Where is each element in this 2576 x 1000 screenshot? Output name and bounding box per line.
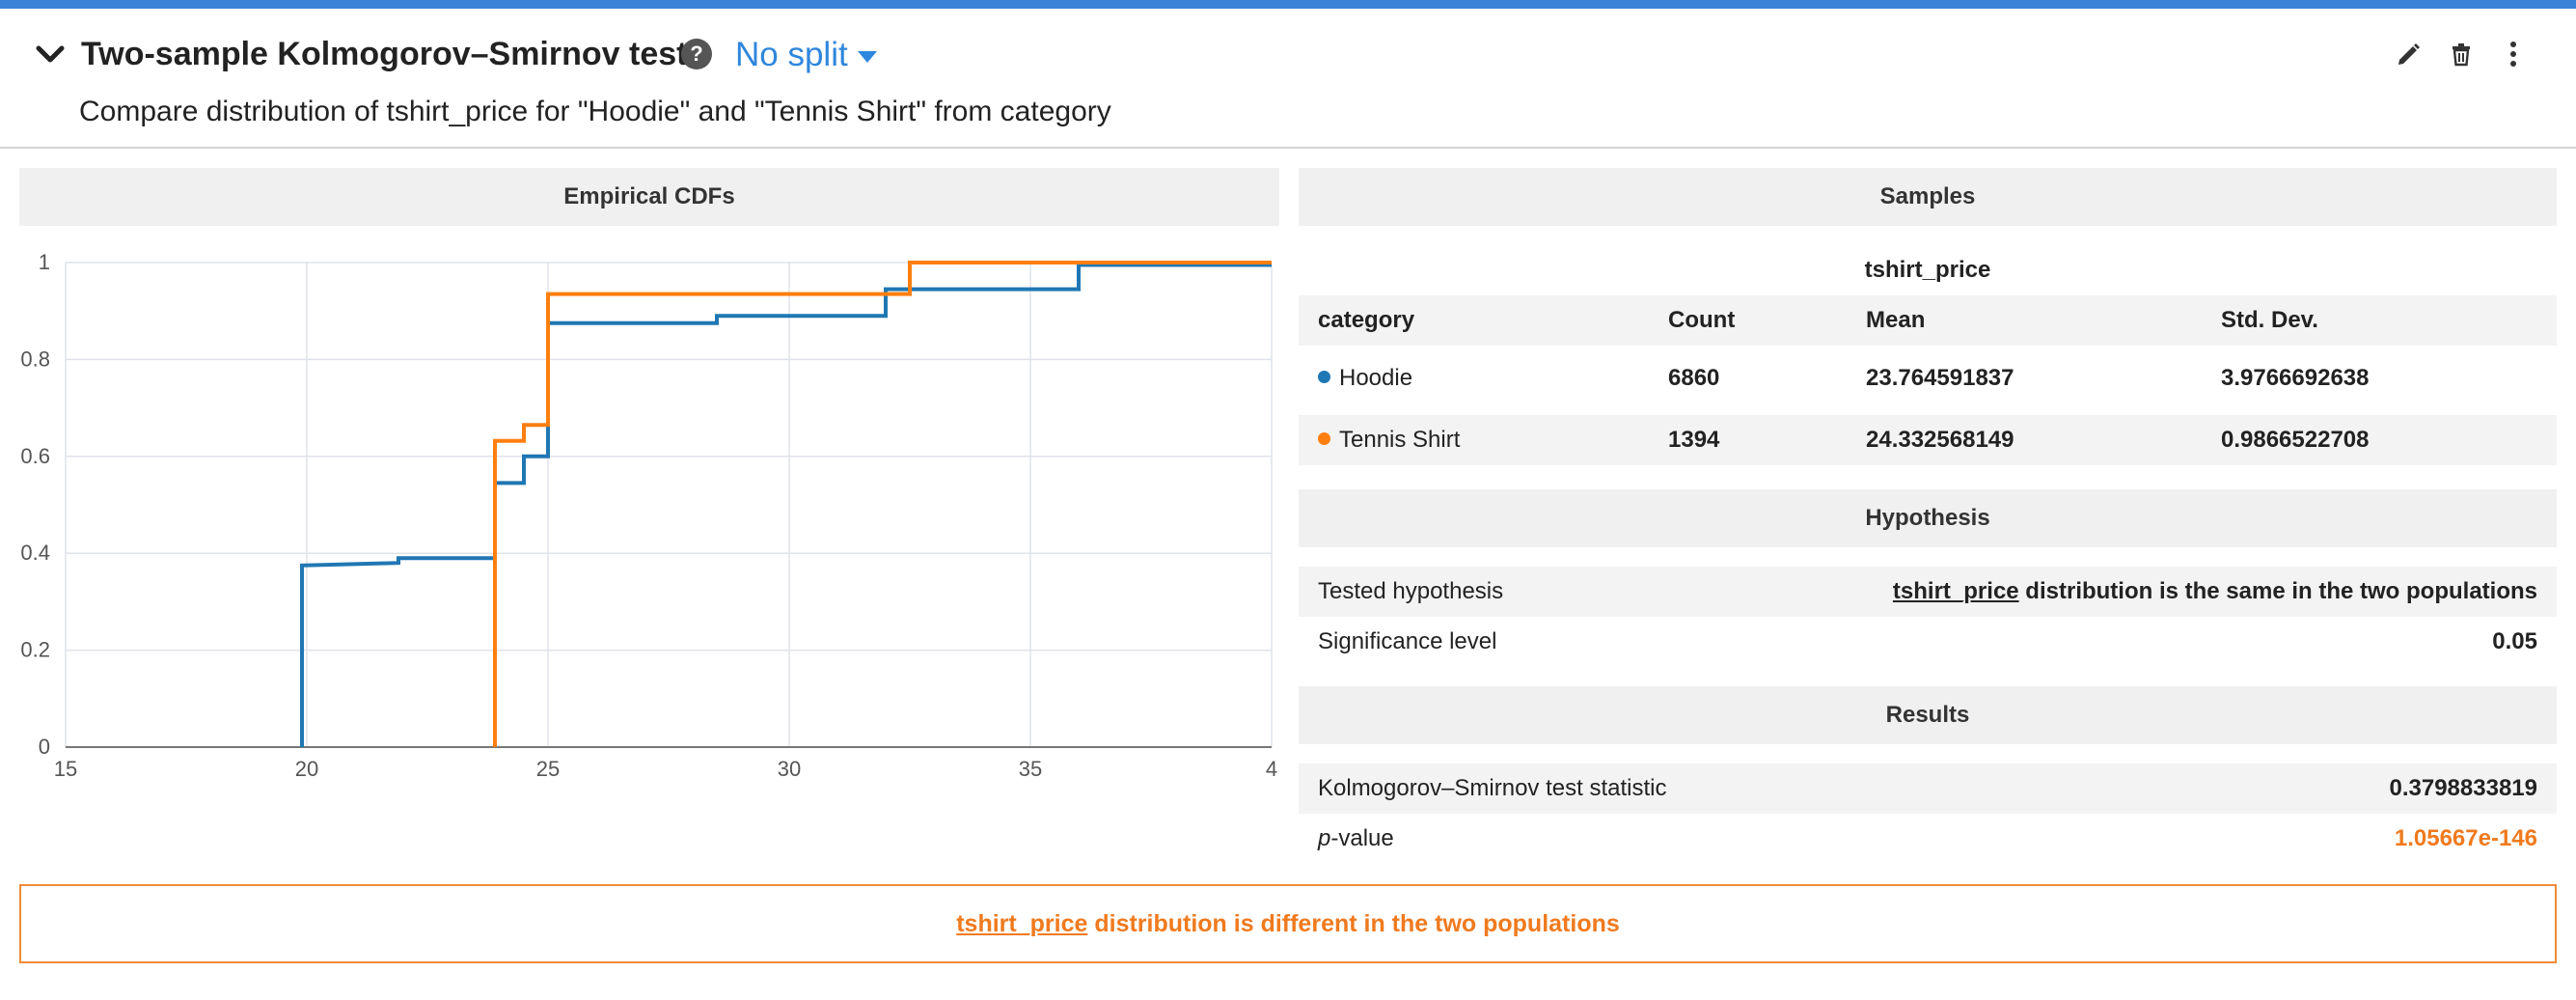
pvalue-label-rest: -value	[1330, 825, 1394, 851]
conclusion-box: tshirt_price distribution is different i…	[19, 884, 2557, 963]
category-name: Hoodie	[1339, 365, 1413, 391]
pvalue-label: p -value	[1318, 814, 1394, 864]
conclusion-text: distribution is different in the two pop…	[1087, 909, 1620, 937]
chart-panel-title: Empirical CDFs	[19, 168, 1279, 226]
col-category: category	[1318, 307, 1415, 333]
series-color-dot	[1318, 431, 1330, 445]
std-cell: 0.9866522708	[2221, 427, 2370, 453]
count-cell: 6860	[1668, 365, 1720, 391]
statistic-row: Kolmogorov–Smirnov test statistic 0.3798…	[1299, 764, 2557, 814]
y-tick-label: 0.6	[20, 444, 50, 468]
samples-row-hoodie: Hoodie 6860 23.764591837 3.9766692638	[1299, 353, 2557, 403]
results-panel-title: Results	[1299, 686, 2557, 744]
split-label: No split	[735, 36, 848, 73]
tested-hypothesis-text: distribution is the same in the two popu…	[2018, 578, 2537, 604]
significance-row: Significance level 0.05	[1299, 617, 2557, 667]
category-name: Tennis Shirt	[1339, 427, 1461, 453]
card-title: Two-sample Kolmogorov–Smirnov test	[81, 36, 688, 72]
category-cell: Tennis Shirt	[1318, 415, 1460, 465]
chevron-down-icon[interactable]	[33, 38, 68, 72]
tested-hypothesis-label: Tested hypothesis	[1318, 578, 1504, 604]
pvalue-label-italic: p	[1318, 825, 1331, 851]
statistic-value: 0.3798833819	[2389, 775, 2538, 801]
cdf-line-hoodie	[300, 263, 1272, 747]
samples-header-row: category Count Mean Std. Dev.	[1299, 295, 2557, 346]
x-tick-label: 35	[1019, 757, 1042, 781]
more-vertical-icon[interactable]	[2497, 38, 2530, 70]
pvalue-row: p -value 1.05667e-146	[1299, 814, 2557, 864]
y-tick-label: 0.2	[20, 638, 50, 662]
mean-cell: 23.764591837	[1866, 365, 2014, 391]
pvalue-value: 1.05667e-146	[2394, 825, 2537, 851]
card-subtitle: Compare distribution of tshirt_price for…	[79, 96, 1111, 127]
series-color-dot	[1318, 370, 1330, 383]
empirical-cdf-chart: 15 20 25 30 35 400.20.40.60.81	[20, 250, 1277, 781]
card-header: Two-sample Kolmogorov–Smirnov test ? No …	[0, 9, 2576, 149]
samples-panel-title: Samples	[1299, 168, 2557, 226]
x-tick-label: 30	[778, 757, 801, 781]
samples-variable-label: tshirt_price	[1864, 257, 1991, 283]
caret-down-icon	[857, 51, 877, 63]
significance-value: 0.05	[2492, 628, 2537, 654]
y-tick-label: 0.4	[20, 541, 50, 565]
y-tick-label: 1	[39, 250, 50, 274]
samples-row-tennis-shirt: Tennis Shirt 1394 24.332568149 0.9866522…	[1299, 415, 2557, 465]
help-icon[interactable]: ?	[681, 39, 712, 69]
y-tick-label: 0	[39, 735, 50, 759]
tested-hypothesis-value: tshirt_price distribution is the same in…	[1893, 567, 2537, 617]
x-tick-label: 15	[54, 757, 77, 781]
tested-hypothesis-variable: tshirt_price	[1892, 578, 2019, 604]
col-mean: Mean	[1866, 307, 1926, 333]
cdf-line-tennis-shirt	[493, 261, 1272, 747]
significance-label: Significance level	[1318, 628, 1497, 654]
x-tick-label: 25	[536, 757, 560, 781]
pencil-icon[interactable]	[2393, 38, 2425, 70]
col-std: Std. Dev.	[2221, 307, 2318, 333]
x-tick-label: 4	[1266, 757, 1277, 781]
hypothesis-panel-title: Hypothesis	[1299, 489, 2557, 547]
trash-icon[interactable]	[2445, 38, 2478, 70]
mean-cell: 24.332568149	[1866, 427, 2014, 453]
conclusion-variable: tshirt_price	[956, 909, 1088, 937]
samples-variable: tshirt_price	[1299, 245, 2557, 295]
split-dropdown[interactable]: No split	[735, 36, 877, 74]
count-cell: 1394	[1668, 427, 1720, 453]
tested-hypothesis-row: Tested hypothesis tshirt_price distribut…	[1299, 567, 2557, 617]
col-count: Count	[1668, 307, 1736, 333]
y-tick-label: 0.8	[20, 347, 50, 371]
category-cell: Hoodie	[1318, 353, 1412, 403]
std-cell: 3.9766692638	[2221, 365, 2370, 391]
x-tick-label: 20	[295, 757, 318, 781]
statistic-label: Kolmogorov–Smirnov test statistic	[1318, 775, 1667, 801]
top-accent-bar	[0, 0, 2576, 9]
